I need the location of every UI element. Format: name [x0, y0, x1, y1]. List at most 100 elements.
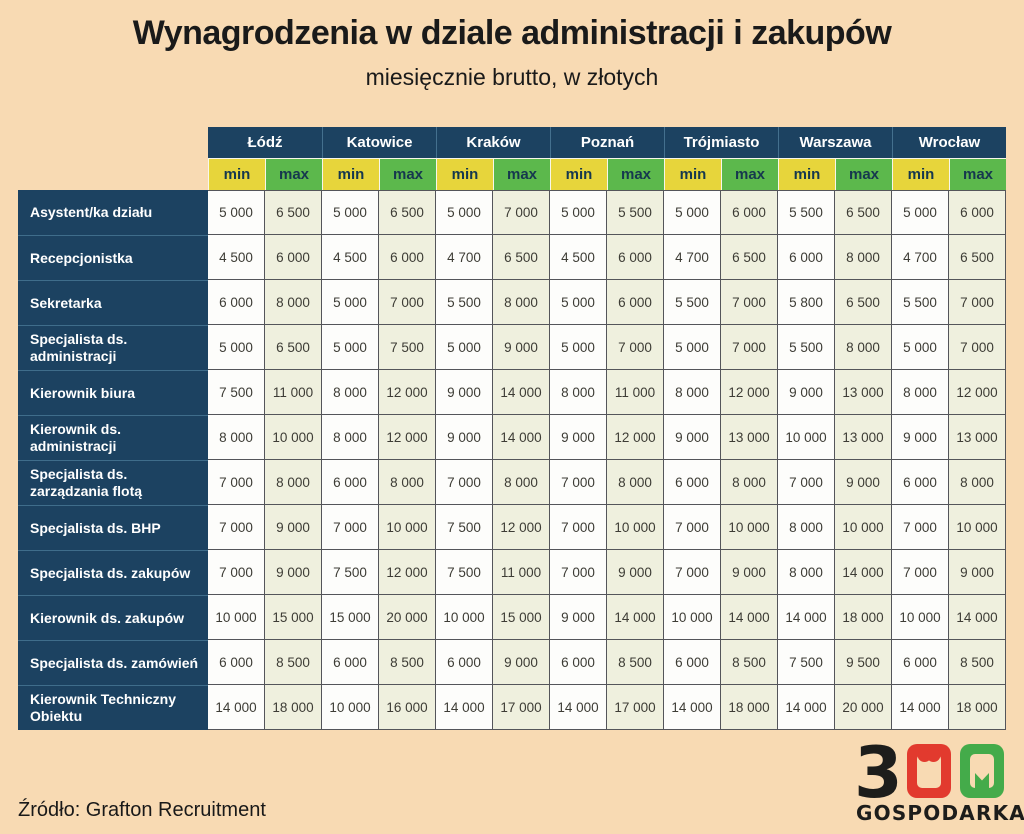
value-cell: 7 000 [436, 460, 493, 505]
value-cell: 5 000 [322, 280, 379, 325]
value-cell: 10 000 [835, 505, 892, 550]
value-cell: 14 000 [778, 685, 835, 730]
value-cell: 14 000 [835, 550, 892, 595]
row-label: Recepcjonistka [18, 235, 208, 280]
value-cell: 6 000 [322, 640, 379, 685]
value-cell: 7 500 [208, 370, 265, 415]
minmax-header: min [892, 158, 949, 190]
page-subtitle: miesięcznie brutto, w złotych [365, 64, 659, 90]
value-cell: 5 000 [550, 325, 607, 370]
value-cell: 6 000 [664, 460, 721, 505]
value-cell: 6 000 [721, 190, 778, 235]
value-cell: 5 000 [892, 325, 949, 370]
value-cell: 7 000 [550, 460, 607, 505]
row-label: Kierownik ds. zakupów [18, 595, 208, 640]
value-cell: 4 500 [550, 235, 607, 280]
row-label: Specjalista ds. zamówień [18, 640, 208, 685]
value-cell: 6 000 [208, 280, 265, 325]
value-cell: 10 000 [721, 505, 778, 550]
value-cell: 6 000 [778, 235, 835, 280]
value-cell: 13 000 [835, 415, 892, 460]
value-cell: 6 000 [892, 640, 949, 685]
row-label: Sekretarka [18, 280, 208, 325]
value-cell: 7 000 [550, 505, 607, 550]
logo-300gospodarka: 3 GOSPODARKA [856, 742, 1024, 825]
value-cell: 8 000 [664, 370, 721, 415]
value-cell: 4 700 [436, 235, 493, 280]
table-corner [18, 158, 208, 190]
value-cell: 7 000 [208, 505, 265, 550]
value-cell: 6 000 [550, 640, 607, 685]
value-cell: 5 500 [778, 190, 835, 235]
value-cell: 8 000 [493, 280, 550, 325]
value-cell: 15 000 [322, 595, 379, 640]
value-cell: 6 000 [664, 640, 721, 685]
row-label: Asystent/ka działu [18, 190, 208, 235]
value-cell: 7 000 [892, 505, 949, 550]
row-label: Kierownik biura [18, 370, 208, 415]
value-cell: 4 500 [322, 235, 379, 280]
value-cell: 8 000 [322, 370, 379, 415]
value-cell: 9 000 [265, 550, 322, 595]
value-cell: 8 000 [550, 370, 607, 415]
value-cell: 6 000 [892, 460, 949, 505]
value-cell: 5 000 [664, 190, 721, 235]
value-cell: 10 000 [265, 415, 322, 460]
value-cell: 8 000 [778, 505, 835, 550]
value-cell: 8 500 [949, 640, 1006, 685]
value-cell: 7 500 [436, 505, 493, 550]
value-cell: 7 000 [208, 550, 265, 595]
logo-wordmark: GOSPODARKA [856, 801, 1024, 825]
value-cell: 6 000 [607, 235, 664, 280]
row-label: Specjalista ds. zakupów [18, 550, 208, 595]
value-cell: 9 000 [892, 415, 949, 460]
value-cell: 7 000 [949, 325, 1006, 370]
value-cell: 9 000 [949, 550, 1006, 595]
value-cell: 5 500 [892, 280, 949, 325]
value-cell: 11 000 [493, 550, 550, 595]
value-cell: 18 000 [721, 685, 778, 730]
value-cell: 15 000 [265, 595, 322, 640]
value-cell: 14 000 [607, 595, 664, 640]
value-cell: 10 000 [664, 595, 721, 640]
value-cell: 6 500 [949, 235, 1006, 280]
minmax-header: max [265, 158, 322, 190]
value-cell: 6 500 [721, 235, 778, 280]
logo-300-icon: 3 [857, 742, 1004, 800]
value-cell: 12 000 [379, 370, 436, 415]
value-cell: 9 000 [493, 325, 550, 370]
value-cell: 5 500 [436, 280, 493, 325]
value-cell: 10 000 [949, 505, 1006, 550]
value-cell: 7 000 [664, 505, 721, 550]
value-cell: 7 000 [208, 460, 265, 505]
value-cell: 8 000 [208, 415, 265, 460]
minmax-header: max [379, 158, 436, 190]
value-cell: 9 000 [436, 370, 493, 415]
value-cell: 12 000 [949, 370, 1006, 415]
value-cell: 7 500 [778, 640, 835, 685]
value-cell: 14 000 [664, 685, 721, 730]
minmax-header: max [949, 158, 1006, 190]
value-cell: 7 000 [664, 550, 721, 595]
value-cell: 5 500 [778, 325, 835, 370]
value-cell: 5 000 [322, 325, 379, 370]
value-cell: 6 000 [436, 640, 493, 685]
value-cell: 6 500 [835, 280, 892, 325]
value-cell: 5 500 [607, 190, 664, 235]
logo-digit-3: 3 [857, 742, 903, 800]
value-cell: 18 000 [835, 595, 892, 640]
value-cell: 17 000 [607, 685, 664, 730]
value-cell: 5 800 [778, 280, 835, 325]
value-cell: 6 500 [379, 190, 436, 235]
value-cell: 9 500 [835, 640, 892, 685]
city-header: Poznań [550, 127, 664, 158]
value-cell: 7 500 [322, 550, 379, 595]
value-cell: 5 000 [892, 190, 949, 235]
value-cell: 4 500 [208, 235, 265, 280]
value-cell: 9 000 [721, 550, 778, 595]
minmax-header: min [322, 158, 379, 190]
value-cell: 6 000 [949, 190, 1006, 235]
value-cell: 5 000 [436, 190, 493, 235]
minmax-header: max [493, 158, 550, 190]
value-cell: 13 000 [949, 415, 1006, 460]
